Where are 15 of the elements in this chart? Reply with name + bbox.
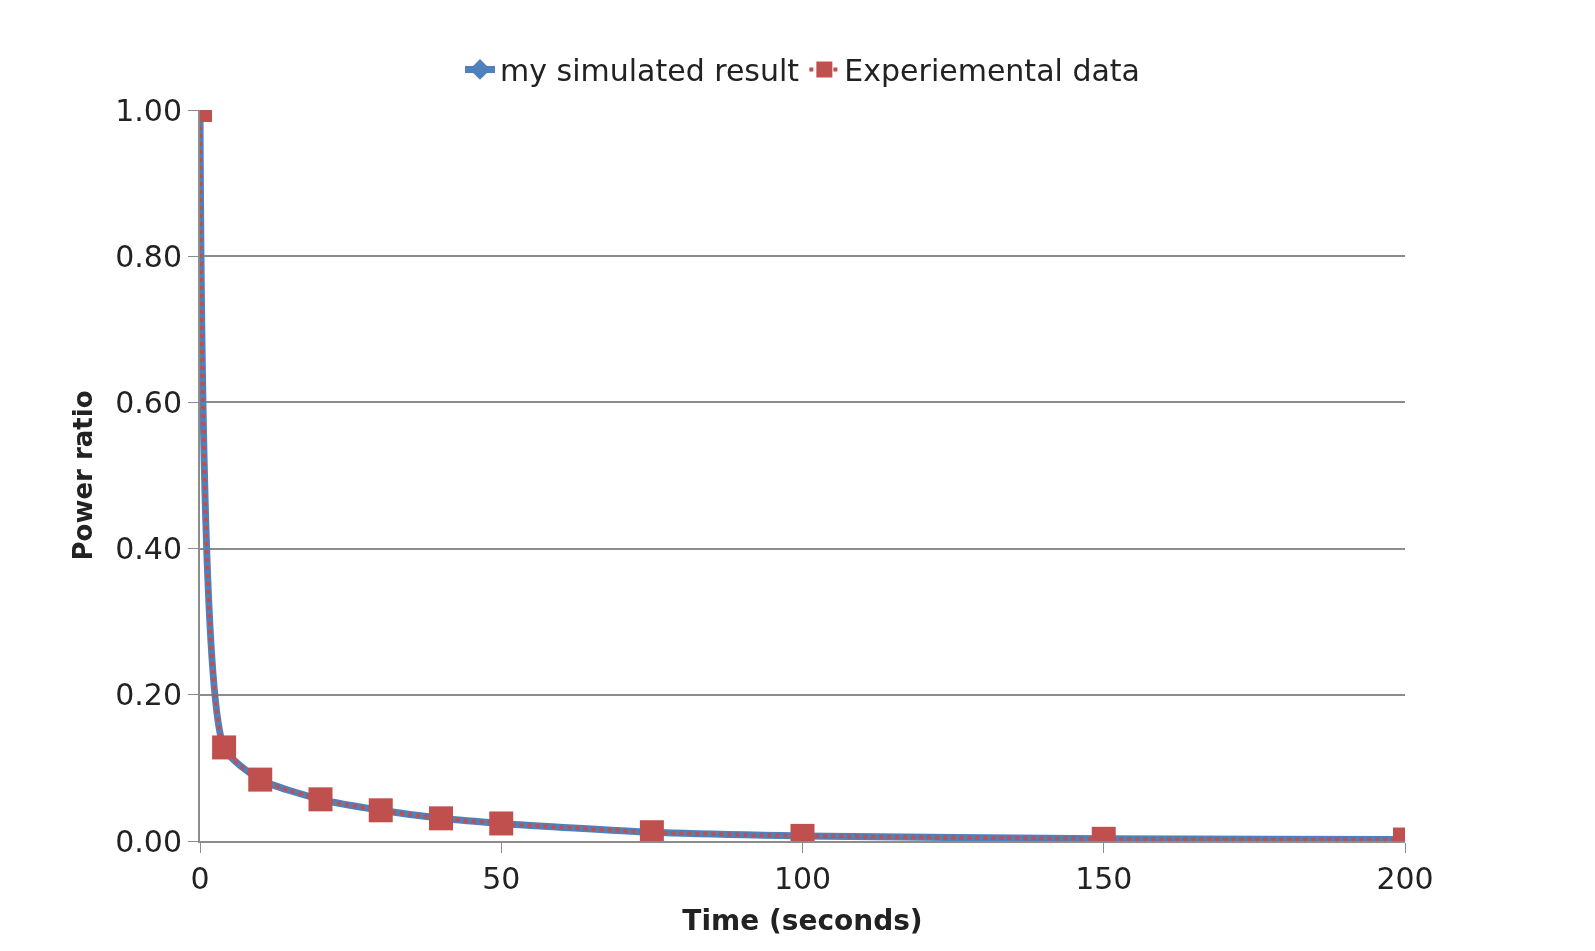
- x-axis-title: Time (seconds): [682, 903, 923, 937]
- x-tick-label: 200: [1376, 861, 1434, 896]
- y-tick-label: 0.80: [115, 238, 182, 274]
- x-tick-label: 100: [773, 861, 832, 896]
- y-tick-label: 1.00: [115, 92, 182, 128]
- x-tick-label: 0: [190, 861, 210, 896]
- y-tick-label: 0.00: [115, 823, 182, 859]
- y-tick-label: 0.20: [115, 677, 182, 713]
- x-tick-label: 50: [482, 861, 521, 896]
- y-axis-title: Power ratio: [68, 390, 99, 561]
- y-tick-label: 0.60: [115, 384, 182, 420]
- legend-label: Experiemental data: [844, 53, 1140, 89]
- legend-label: my simulated result: [500, 53, 800, 89]
- x-tick-label: 150: [1075, 861, 1133, 896]
- y-tick-label: 0.40: [115, 531, 182, 567]
